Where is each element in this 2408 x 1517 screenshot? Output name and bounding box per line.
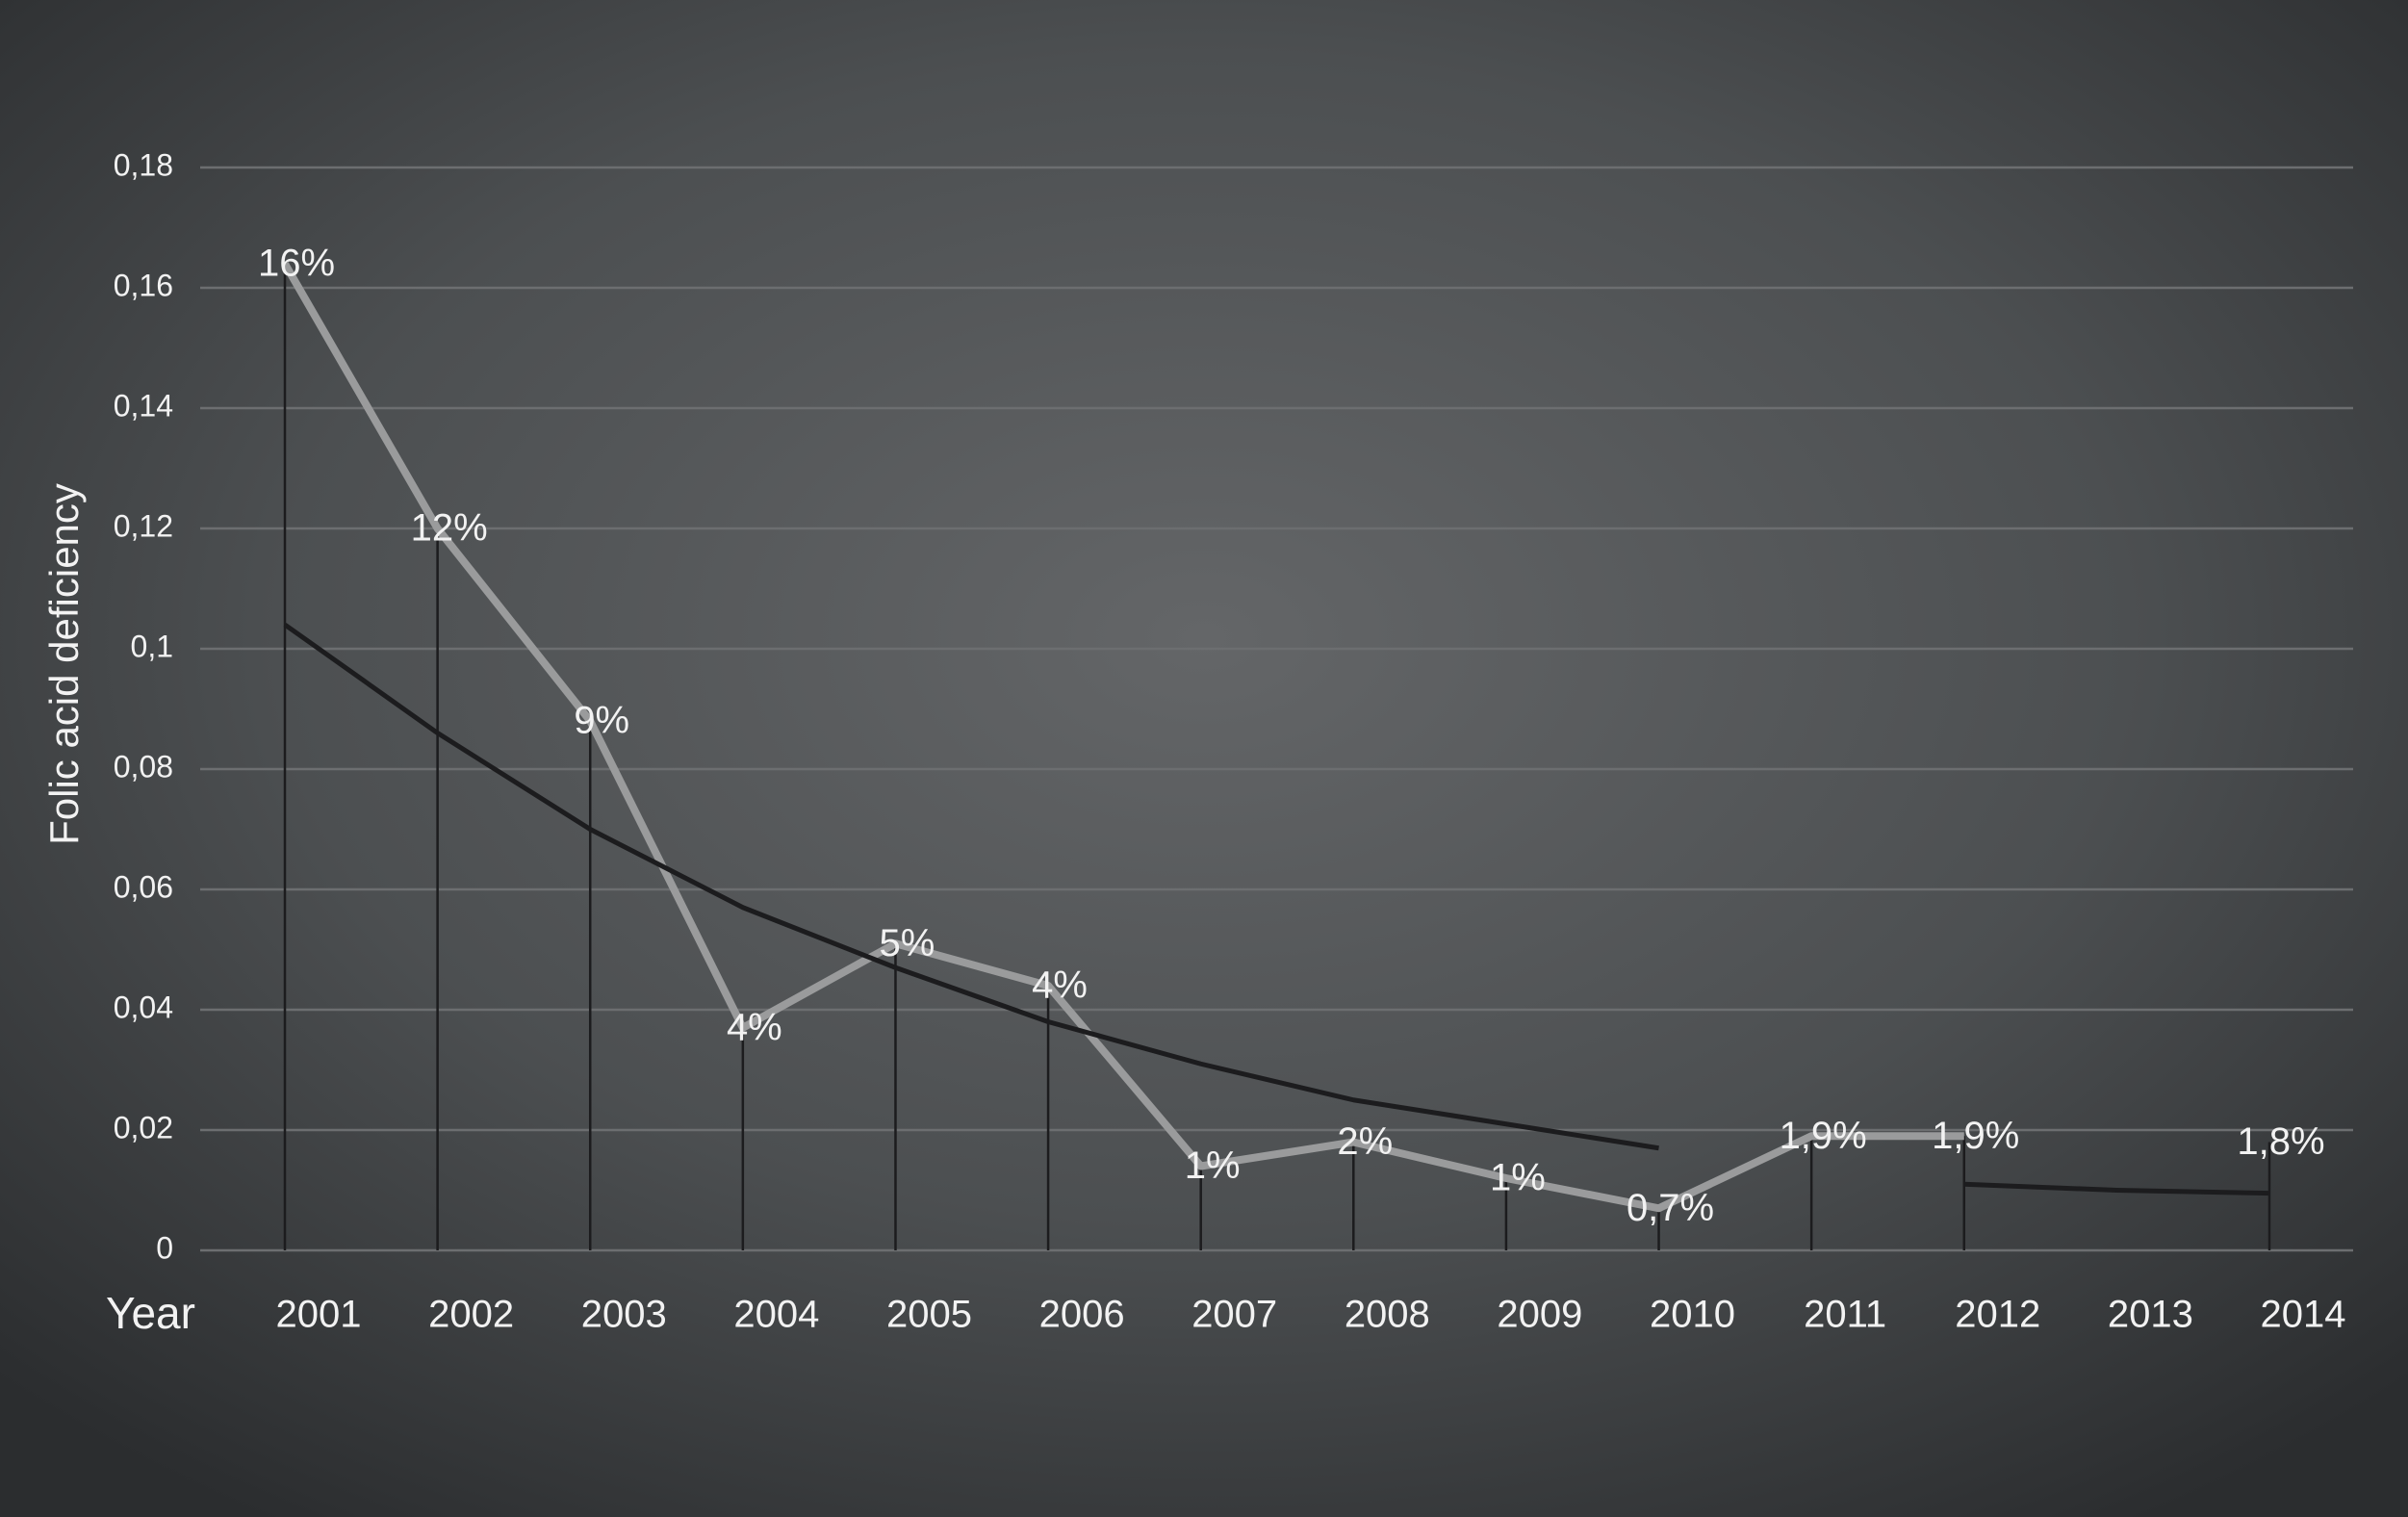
data-label: 5% <box>880 922 935 964</box>
x-tick-label: 2011 <box>1804 1294 1886 1336</box>
x-tick-label: 2004 <box>733 1294 819 1336</box>
y-tick-label: 0,06 <box>114 869 173 904</box>
x-tick-label: 2010 <box>1650 1294 1735 1336</box>
data-label: 1,9% <box>1780 1115 1867 1157</box>
data-label: 16% <box>258 243 335 285</box>
data-label: 1% <box>1490 1157 1546 1199</box>
data-label: 12% <box>411 507 488 550</box>
x-tick-label: 2003 <box>581 1294 667 1336</box>
x-tick-label: 2013 <box>2108 1294 2193 1336</box>
data-label: 4% <box>1032 964 1088 1007</box>
y-tick-label: 0,14 <box>114 388 173 423</box>
x-tick-label: 2009 <box>1497 1294 1582 1336</box>
x-tick-label: 2007 <box>1191 1294 1277 1336</box>
data-label: 9% <box>574 700 629 742</box>
y-tick-label: 0,1 <box>131 629 173 663</box>
y-tick-label: 0,02 <box>114 1110 173 1144</box>
y-tick-label: 0,08 <box>114 749 173 784</box>
y-axis-label: Folic acid deficiency <box>41 483 87 845</box>
x-tick-label: 2012 <box>1955 1294 2040 1336</box>
y-tick-label: 0,12 <box>114 508 173 543</box>
x-tick-label: 2005 <box>886 1294 972 1336</box>
x-tick-label: 2008 <box>1345 1294 1430 1336</box>
y-tick-label: 0,04 <box>114 990 173 1024</box>
trend-line <box>283 622 2270 1196</box>
x-tick-label: 2014 <box>2261 1294 2346 1336</box>
data-label: 4% <box>727 1006 782 1048</box>
y-tick-label: 0,18 <box>114 147 173 182</box>
data-label: 1,9% <box>1932 1115 2019 1157</box>
y-tick-label: 0 <box>156 1230 173 1265</box>
x-tick-label: 2002 <box>428 1294 514 1336</box>
data-label: 1,8% <box>2237 1120 2324 1163</box>
x-axis-label: Year <box>106 1288 195 1338</box>
x-tick-label: 2006 <box>1039 1294 1125 1336</box>
x-tick-label: 2001 <box>276 1294 362 1336</box>
data-label: 2% <box>1337 1120 1393 1163</box>
data-label: 1% <box>1185 1144 1241 1187</box>
data-label: 0,7% <box>1627 1187 1714 1229</box>
y-tick-label: 0,16 <box>114 268 173 302</box>
